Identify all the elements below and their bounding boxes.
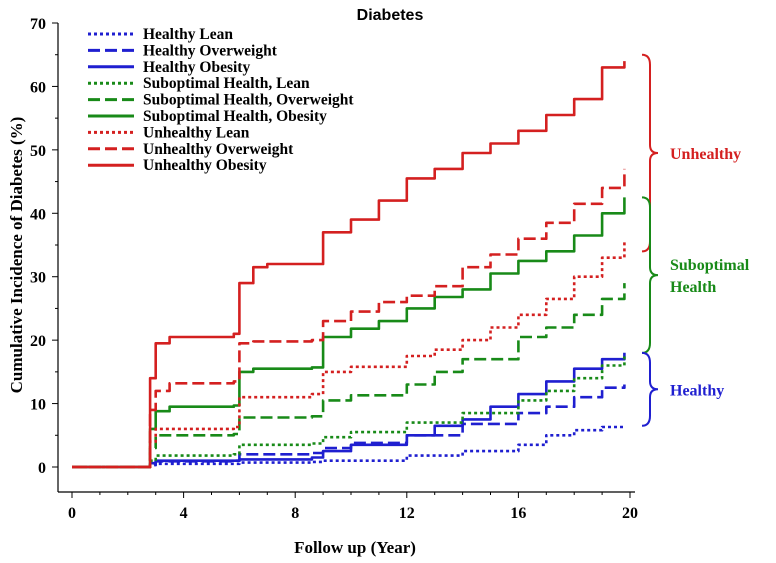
y-tick-label: 40 bbox=[30, 206, 46, 223]
y-tick-label: 20 bbox=[30, 333, 46, 350]
series-line bbox=[72, 352, 626, 469]
legend-label: Unhealthy Obesity bbox=[143, 157, 267, 174]
group-label: Healthy bbox=[670, 382, 724, 399]
group-brackets: Unhealthy Suboptimal Health Healthy bbox=[641, 53, 750, 427]
x-tick-label: 8 bbox=[291, 505, 299, 522]
series-line bbox=[72, 197, 626, 469]
group-label: Health bbox=[670, 279, 716, 296]
series-line bbox=[72, 241, 626, 469]
group-label: Suboptimal bbox=[670, 257, 750, 274]
x-tick-label: 4 bbox=[180, 505, 188, 522]
legend-label: Suboptimal Health, Overweight bbox=[143, 92, 354, 109]
legend-label: Unhealthy Lean bbox=[143, 124, 250, 141]
legend-label: Unhealthy Overweight bbox=[143, 141, 294, 158]
x-tick-label: 0 bbox=[68, 505, 76, 522]
legend-label: Healthy Overweight bbox=[143, 42, 278, 59]
x-tick-label: 16 bbox=[510, 505, 526, 522]
legend-label: Suboptimal Health, Obesity bbox=[143, 108, 327, 125]
x-tick-label: 12 bbox=[399, 505, 415, 522]
y-tick-label: 30 bbox=[30, 270, 46, 287]
group-bracket bbox=[641, 351, 659, 427]
y-tick-label: 10 bbox=[30, 397, 46, 414]
axes: 0 10 20 30 40 50 60 70 0 4 8 12 16 20 bbox=[30, 16, 638, 522]
y-axis-label: Cumulative Incidence of Diabetes (%) bbox=[7, 117, 26, 394]
y-tick-label: 70 bbox=[30, 16, 46, 33]
series-line bbox=[72, 168, 626, 469]
x-axis-label: Follow up (Year) bbox=[294, 538, 416, 557]
series-line bbox=[72, 61, 626, 469]
series-line bbox=[72, 283, 626, 469]
series-layer bbox=[72, 61, 626, 469]
group-bracket bbox=[641, 196, 659, 354]
group-label: Unhealthy bbox=[670, 146, 741, 163]
chart-title: Diabetes bbox=[357, 7, 424, 24]
y-tick-label: 50 bbox=[30, 143, 46, 160]
legend-label: Healthy Lean bbox=[143, 26, 233, 43]
y-tick-label: 60 bbox=[30, 79, 46, 96]
legend-label: Suboptimal Health, Lean bbox=[143, 75, 310, 92]
y-tick-label: 0 bbox=[38, 460, 46, 477]
x-tick-label: 20 bbox=[622, 505, 638, 522]
legend-label: Healthy Obesity bbox=[143, 59, 250, 76]
